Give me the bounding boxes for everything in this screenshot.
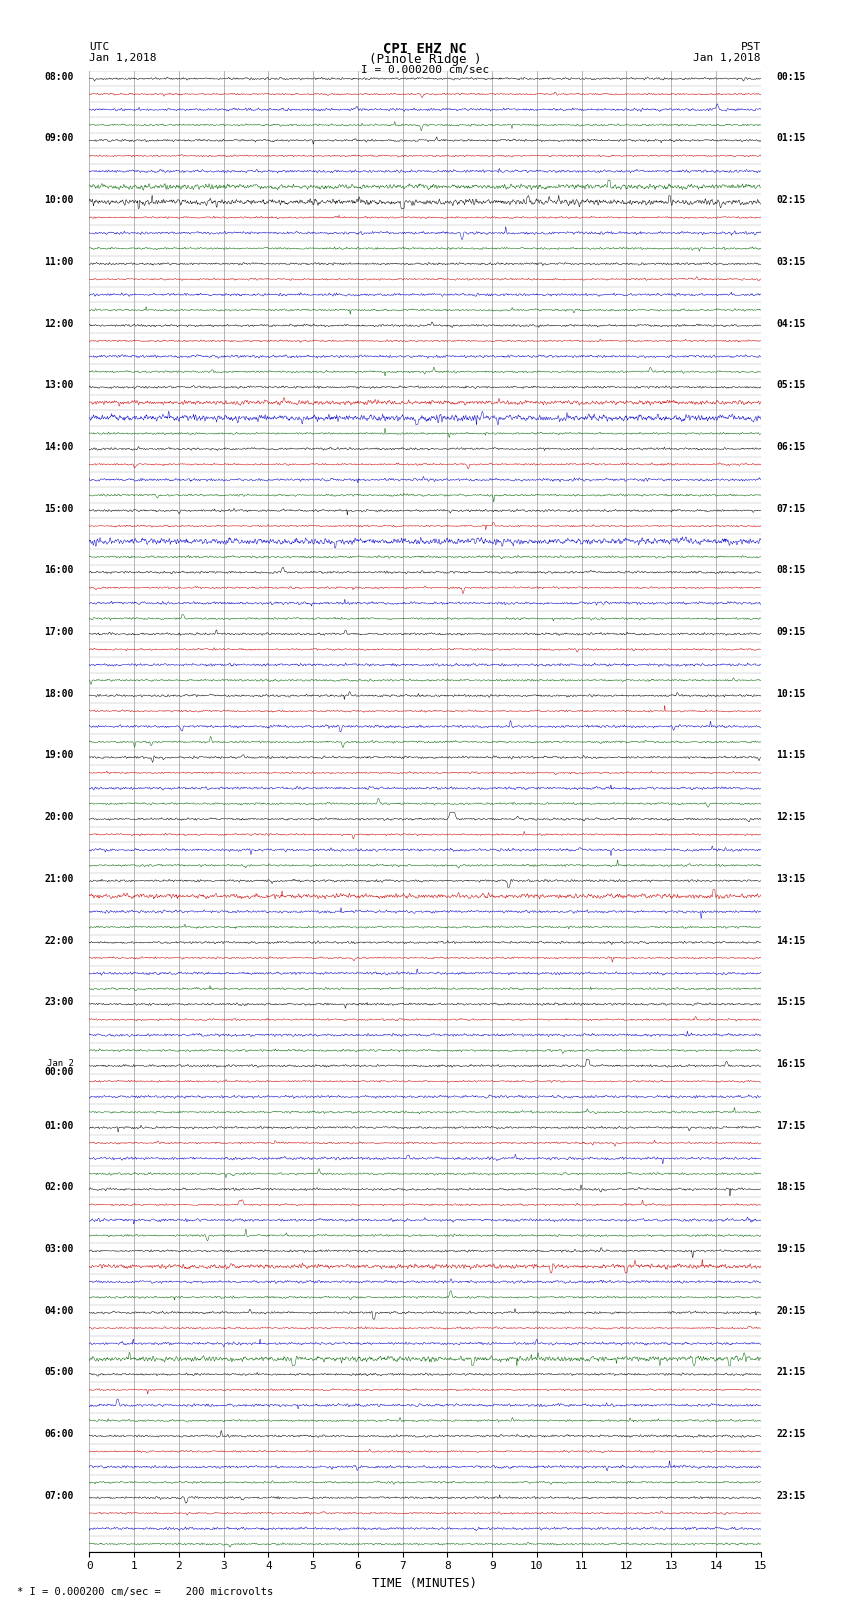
Text: 22:15: 22:15 <box>776 1429 806 1439</box>
Text: Jan 1,2018: Jan 1,2018 <box>694 53 761 63</box>
Text: 14:15: 14:15 <box>776 936 806 945</box>
Text: 07:15: 07:15 <box>776 503 806 513</box>
Text: 08:00: 08:00 <box>44 71 74 82</box>
Text: 11:15: 11:15 <box>776 750 806 760</box>
Text: 04:00: 04:00 <box>44 1305 74 1316</box>
Text: 21:15: 21:15 <box>776 1368 806 1378</box>
Text: 15:00: 15:00 <box>44 503 74 513</box>
Text: I = 0.000200 cm/sec: I = 0.000200 cm/sec <box>361 65 489 74</box>
Text: 03:15: 03:15 <box>776 256 806 266</box>
Text: 05:15: 05:15 <box>776 381 806 390</box>
Text: 19:00: 19:00 <box>44 750 74 760</box>
Text: 09:00: 09:00 <box>44 134 74 144</box>
Text: 10:15: 10:15 <box>776 689 806 698</box>
X-axis label: TIME (MINUTES): TIME (MINUTES) <box>372 1578 478 1590</box>
Text: 23:15: 23:15 <box>776 1490 806 1500</box>
Text: Jan 1,2018: Jan 1,2018 <box>89 53 156 63</box>
Text: 08:15: 08:15 <box>776 565 806 576</box>
Text: 05:00: 05:00 <box>44 1368 74 1378</box>
Text: 23:00: 23:00 <box>44 997 74 1007</box>
Text: 01:15: 01:15 <box>776 134 806 144</box>
Text: 03:00: 03:00 <box>44 1244 74 1253</box>
Text: 09:15: 09:15 <box>776 627 806 637</box>
Text: 06:15: 06:15 <box>776 442 806 452</box>
Text: 02:00: 02:00 <box>44 1182 74 1192</box>
Text: CPI EHZ NC: CPI EHZ NC <box>383 42 467 56</box>
Text: 10:00: 10:00 <box>44 195 74 205</box>
Text: 07:00: 07:00 <box>44 1490 74 1500</box>
Text: Jan 2: Jan 2 <box>47 1058 74 1068</box>
Text: UTC: UTC <box>89 42 110 52</box>
Text: 12:00: 12:00 <box>44 318 74 329</box>
Text: 16:15: 16:15 <box>776 1058 806 1069</box>
Text: 20:15: 20:15 <box>776 1305 806 1316</box>
Text: 17:00: 17:00 <box>44 627 74 637</box>
Text: 13:00: 13:00 <box>44 381 74 390</box>
Text: 16:00: 16:00 <box>44 565 74 576</box>
Text: PST: PST <box>740 42 761 52</box>
Text: 13:15: 13:15 <box>776 874 806 884</box>
Text: 20:00: 20:00 <box>44 811 74 823</box>
Text: 18:15: 18:15 <box>776 1182 806 1192</box>
Text: 14:00: 14:00 <box>44 442 74 452</box>
Text: 12:15: 12:15 <box>776 811 806 823</box>
Text: 21:00: 21:00 <box>44 874 74 884</box>
Text: 00:00: 00:00 <box>44 1066 74 1076</box>
Text: 04:15: 04:15 <box>776 318 806 329</box>
Text: 17:15: 17:15 <box>776 1121 806 1131</box>
Text: 18:00: 18:00 <box>44 689 74 698</box>
Text: 02:15: 02:15 <box>776 195 806 205</box>
Text: 01:00: 01:00 <box>44 1121 74 1131</box>
Text: 00:15: 00:15 <box>776 71 806 82</box>
Text: 11:00: 11:00 <box>44 256 74 266</box>
Text: (Pinole Ridge ): (Pinole Ridge ) <box>369 53 481 66</box>
Text: * I = 0.000200 cm/sec =    200 microvolts: * I = 0.000200 cm/sec = 200 microvolts <box>17 1587 273 1597</box>
Text: 06:00: 06:00 <box>44 1429 74 1439</box>
Text: 19:15: 19:15 <box>776 1244 806 1253</box>
Text: 15:15: 15:15 <box>776 997 806 1007</box>
Text: 22:00: 22:00 <box>44 936 74 945</box>
